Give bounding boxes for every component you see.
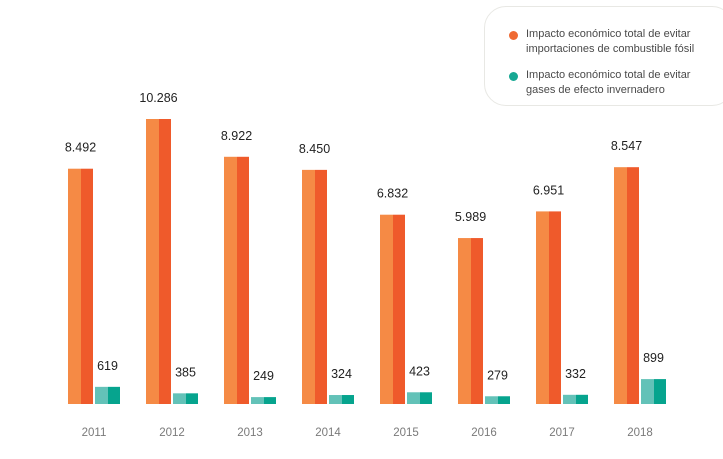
- x-tick-label: 2012: [159, 427, 185, 439]
- bar-greenhouse: [342, 395, 354, 404]
- data-label-greenhouse: 324: [331, 367, 352, 381]
- data-label-fossil-fuel: 6.951: [533, 183, 564, 197]
- bar-fossil-fuel: [159, 119, 171, 404]
- bar-greenhouse: [498, 396, 510, 404]
- bar-fossil-fuel-light: [68, 168, 81, 404]
- data-label-greenhouse: 899: [643, 351, 664, 365]
- legend-swatch-orange-icon: [509, 31, 518, 40]
- data-label-greenhouse: 332: [565, 367, 586, 381]
- bar-fossil-fuel: [393, 214, 405, 404]
- bar-greenhouse-light: [485, 396, 498, 404]
- bar-greenhouse: [576, 394, 588, 404]
- bar-greenhouse: [108, 386, 120, 404]
- bar-fossil-fuel: [237, 156, 249, 404]
- legend-label: Impacto económico total de evitar import…: [526, 28, 695, 55]
- data-label-fossil-fuel: 6.832: [377, 187, 408, 201]
- bar-greenhouse-light: [95, 386, 108, 404]
- legend-item-fossil-fuel: Impacto económico total de evitar import…: [509, 27, 716, 57]
- bar-fossil-fuel-light: [224, 156, 237, 404]
- bar-fossil-fuel-light: [380, 214, 393, 404]
- x-tick-label: 2017: [549, 427, 575, 439]
- bar-fossil-fuel: [81, 168, 93, 404]
- bar-fossil-fuel-light: [302, 169, 315, 404]
- bar-fossil-fuel: [315, 169, 327, 404]
- data-label-fossil-fuel: 10.286: [139, 91, 177, 105]
- bar-greenhouse-light: [407, 392, 420, 404]
- legend-item-greenhouse-gas: Impacto económico total de evitar gases …: [509, 68, 716, 98]
- bar-fossil-fuel-light: [458, 238, 471, 404]
- data-label-greenhouse: 279: [487, 368, 508, 382]
- bar-greenhouse-light: [251, 397, 264, 404]
- x-tick-label: 2014: [315, 427, 341, 439]
- bar-greenhouse-light: [563, 394, 576, 404]
- data-label-fossil-fuel: 5.989: [455, 210, 486, 224]
- bar-greenhouse: [264, 397, 276, 404]
- bar-fossil-fuel-light: [146, 119, 159, 404]
- data-label-fossil-fuel: 8.492: [65, 141, 96, 155]
- x-tick-label: 2011: [82, 427, 107, 439]
- bar-greenhouse: [420, 392, 432, 404]
- data-label-greenhouse: 423: [409, 364, 430, 378]
- legend-label: Impacto económico total de evitar gases …: [526, 69, 691, 96]
- bar-fossil-fuel: [549, 211, 561, 404]
- bar-fossil-fuel-light: [614, 167, 627, 404]
- bar-greenhouse-light: [329, 395, 342, 404]
- data-label-fossil-fuel: 8.450: [299, 142, 330, 156]
- chart-legend: Impacto económico total de evitar import…: [484, 6, 723, 106]
- x-tick-label: 2016: [471, 427, 497, 439]
- bar-fossil-fuel-light: [536, 211, 549, 404]
- data-label-greenhouse: 385: [175, 365, 196, 379]
- data-label-fossil-fuel: 8.922: [221, 129, 252, 143]
- bar-greenhouse: [654, 379, 666, 404]
- data-label-fossil-fuel: 8.547: [611, 139, 642, 153]
- bar-greenhouse-light: [641, 379, 654, 404]
- x-tick-label: 2018: [627, 427, 653, 439]
- bar-greenhouse: [186, 393, 198, 404]
- legend-swatch-teal-icon: [509, 72, 518, 81]
- data-label-greenhouse: 249: [253, 369, 274, 383]
- bar-fossil-fuel: [471, 238, 483, 404]
- x-tick-label: 2013: [237, 427, 263, 439]
- x-tick-label: 2015: [393, 427, 419, 439]
- bar-fossil-fuel: [627, 167, 639, 404]
- data-label-greenhouse: 619: [97, 359, 118, 373]
- bar-greenhouse-light: [173, 393, 186, 404]
